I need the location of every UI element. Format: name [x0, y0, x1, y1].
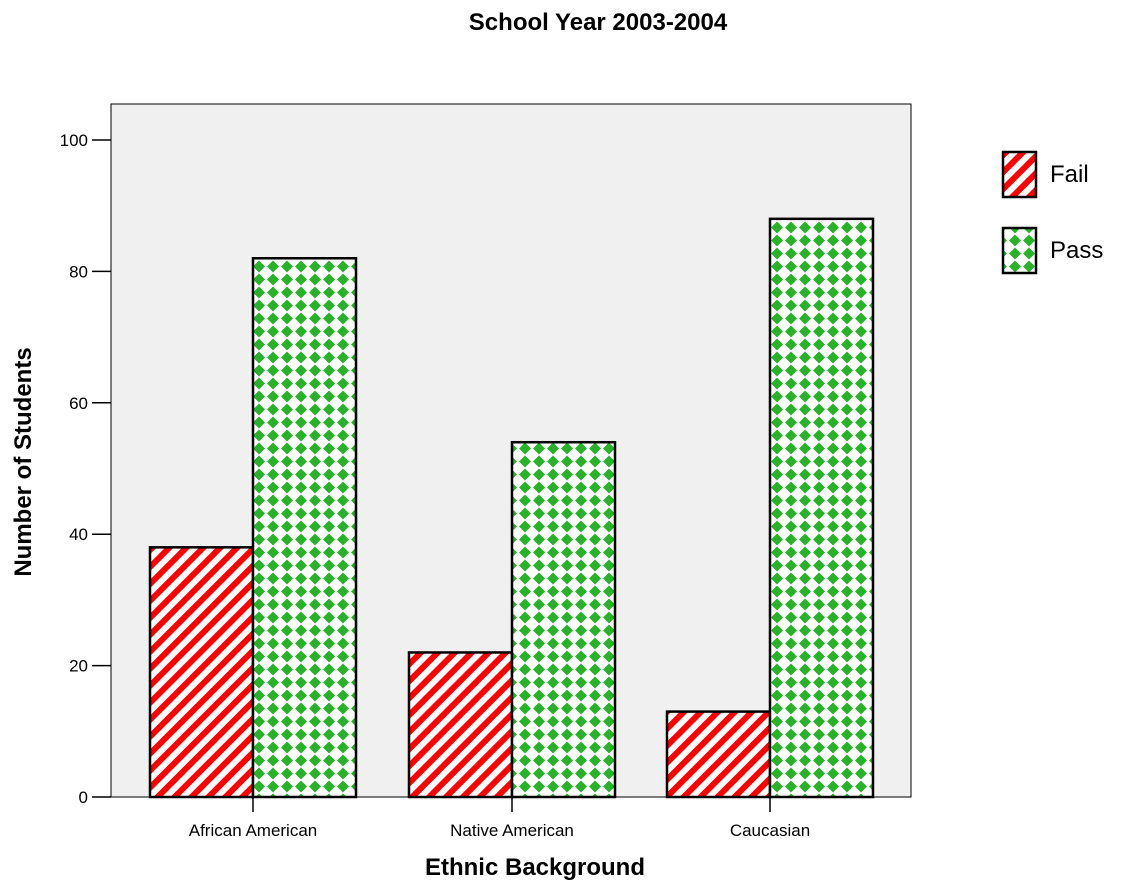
- chart-title: School Year 2003-2004: [469, 9, 728, 36]
- x-tick-label: African American: [189, 821, 318, 840]
- y-axis-title: Number of Students: [10, 347, 37, 576]
- y-tick-label: 40: [69, 525, 88, 544]
- y-tick-label: 0: [79, 788, 88, 807]
- bar-pass: [251, 257, 358, 799]
- y-tick-label: 20: [69, 657, 88, 676]
- legend: Fail Pass: [1001, 150, 1103, 275]
- y-axis-ticks: 0 20 40 60 80 100: [60, 131, 111, 807]
- y-tick-label: 80: [69, 262, 88, 281]
- x-tick-label: Caucasian: [730, 821, 810, 840]
- x-tick-label: Native American: [450, 821, 574, 840]
- legend-label-pass: Pass: [1050, 237, 1103, 264]
- y-tick-label: 60: [69, 394, 88, 413]
- y-tick-label: 100: [60, 131, 88, 150]
- bar-fail: [407, 651, 514, 799]
- legend-label-fail: Fail: [1050, 161, 1089, 188]
- x-axis-title: Ethnic Background: [425, 854, 645, 881]
- bar-pass: [510, 440, 617, 799]
- bar-fail: [148, 546, 255, 799]
- legend-swatch-pass: [1001, 226, 1038, 275]
- x-axis-ticks: African American Native American Caucasian: [189, 797, 810, 840]
- legend-swatch-fail: [1001, 150, 1038, 199]
- bar-fail: [665, 710, 772, 799]
- bar-pass: [768, 217, 875, 799]
- bars: [148, 217, 875, 799]
